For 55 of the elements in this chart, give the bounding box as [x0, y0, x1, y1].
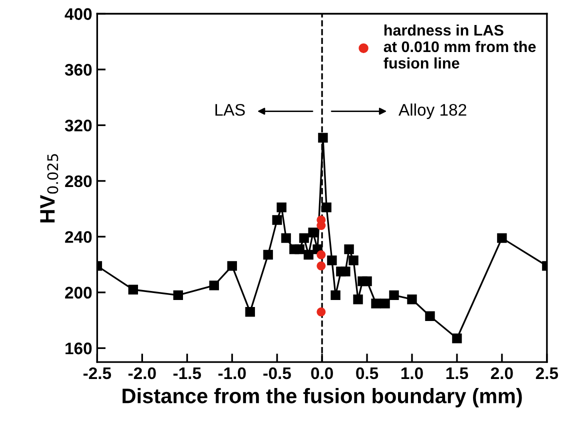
x-tick-label: 2.0 — [490, 367, 513, 380]
point — [128, 284, 138, 294]
y-tick-label: 320 — [64, 120, 92, 132]
point — [299, 233, 309, 243]
x-tick-label: 0.0 — [311, 367, 333, 380]
point — [173, 290, 183, 300]
x-tick-label: -2.5 — [83, 367, 112, 380]
annotation: Alloy 182 — [398, 104, 466, 120]
point — [227, 261, 237, 271]
x-tick-label: 1.0 — [401, 367, 423, 380]
x-tick-label: -2.0 — [128, 367, 156, 380]
y-tick-label: 160 — [66, 342, 92, 354]
point — [322, 202, 332, 212]
point — [371, 298, 381, 308]
point — [308, 228, 318, 238]
annotation: LAS — [215, 104, 245, 116]
point — [245, 307, 255, 317]
point — [272, 215, 282, 225]
y-tick-label: 400 — [64, 8, 92, 20]
y-tick-label: 200 — [65, 286, 92, 299]
point — [209, 280, 219, 290]
point — [327, 255, 337, 266]
y-axis-title: HV$_{0.025}$ — [40, 154, 58, 222]
point — [389, 290, 399, 300]
x-axis-title: Distance from the fusion boundary (mm) — [122, 388, 522, 408]
x-tick-label: -1.0 — [218, 367, 246, 380]
y-tick-label: 280 — [65, 175, 92, 188]
x-tick-label: -0.5 — [263, 367, 291, 380]
point — [407, 294, 417, 304]
point — [294, 244, 304, 254]
x-tick-label: 0.5 — [356, 367, 378, 380]
point — [316, 261, 326, 270]
point — [497, 233, 507, 243]
point — [452, 334, 462, 344]
point — [380, 298, 390, 308]
point — [281, 233, 291, 243]
point — [344, 244, 354, 254]
x-tick-label: 2.5 — [536, 367, 558, 380]
x-tick-label: -1.5 — [173, 368, 202, 380]
point — [340, 266, 350, 276]
point — [304, 250, 314, 260]
point — [425, 311, 435, 321]
y-tick-label: 360 — [64, 64, 92, 76]
point — [330, 290, 340, 300]
point — [263, 250, 273, 260]
point — [348, 255, 358, 266]
x-tick-label: 1.5 — [446, 368, 468, 380]
point — [316, 307, 326, 316]
point — [316, 250, 326, 260]
legend-label: hardness in LAS at 0.010 mm from the fusion line — [384, 24, 536, 69]
point — [318, 132, 328, 143]
point — [362, 276, 372, 286]
point — [276, 202, 286, 212]
y-tick-label: 240 — [65, 231, 92, 243]
point — [353, 294, 363, 304]
